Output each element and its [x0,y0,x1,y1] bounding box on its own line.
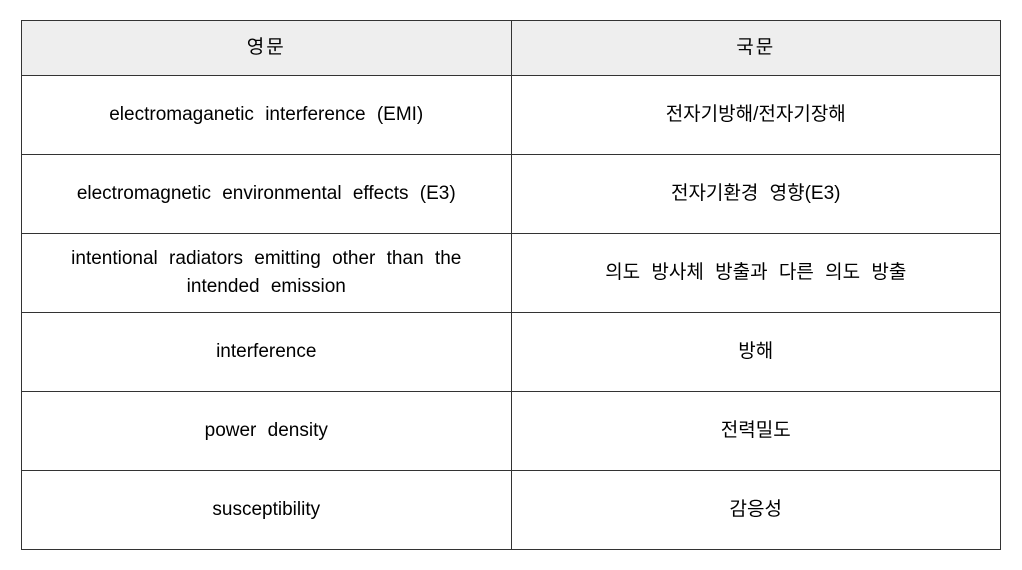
cell-english: intentional radiators emitting other tha… [22,234,512,313]
cell-korean: 의도 방사체 방출과 다른 의도 방출 [511,234,1001,313]
table-row: power density 전력밀도 [22,392,1001,471]
cell-english: susceptibility [22,471,512,550]
cell-korean: 전자기환경 영향(E3) [511,155,1001,234]
cell-english: power density [22,392,512,471]
table-row: interference 방해 [22,313,1001,392]
header-english: 영문 [22,21,512,76]
glossary-table-container: 영문 국문 electromaganetic interference (EMI… [21,20,1001,550]
table-row: electromagnetic environmental effects (E… [22,155,1001,234]
glossary-table: 영문 국문 electromaganetic interference (EMI… [21,20,1001,550]
cell-korean: 전자기방해/전자기장해 [511,76,1001,155]
cell-english: interference [22,313,512,392]
cell-korean: 전력밀도 [511,392,1001,471]
table-row: susceptibility 감응성 [22,471,1001,550]
cell-korean: 방해 [511,313,1001,392]
table-row: intentional radiators emitting other tha… [22,234,1001,313]
cell-korean: 감응성 [511,471,1001,550]
cell-english: electromagnetic environmental effects (E… [22,155,512,234]
header-korean: 국문 [511,21,1001,76]
cell-english: electromaganetic interference (EMI) [22,76,512,155]
table-header-row: 영문 국문 [22,21,1001,76]
table-row: electromaganetic interference (EMI) 전자기방… [22,76,1001,155]
